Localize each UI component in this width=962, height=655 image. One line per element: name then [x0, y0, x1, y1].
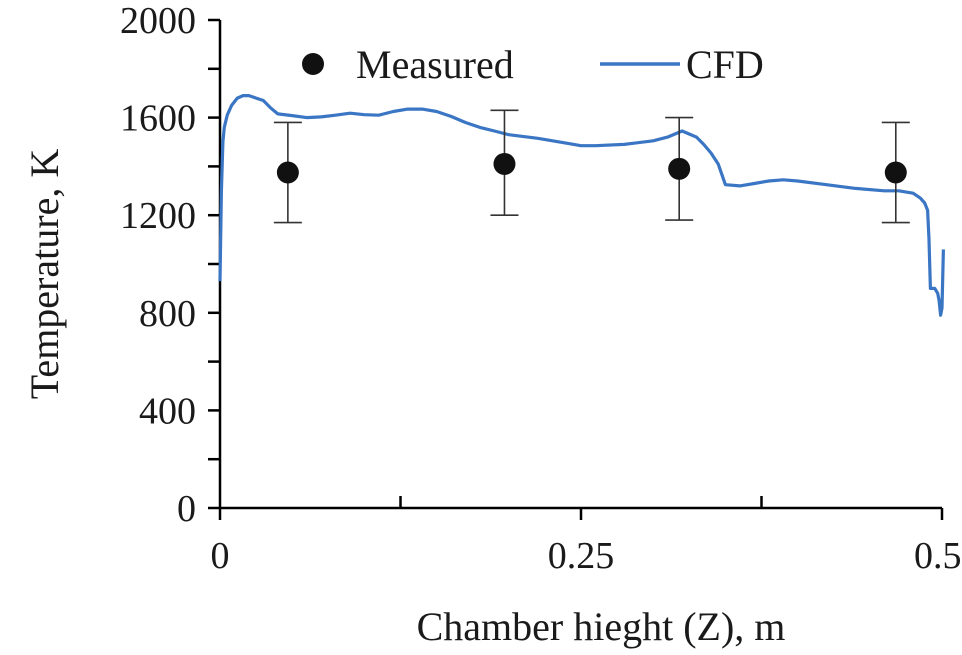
x-tick-label: 0 — [211, 535, 230, 577]
measured-point — [668, 157, 691, 180]
legend: Measured CFD — [302, 42, 764, 87]
y-tick-label: 800 — [139, 293, 196, 335]
x-tick-label: 0.25 — [548, 535, 615, 577]
measured-point — [493, 152, 516, 175]
measured-point — [276, 161, 299, 184]
x-axis-title: Chamber hieght (Z), m — [417, 604, 786, 649]
x-tick-label: 0.5 — [914, 535, 962, 577]
axes — [218, 20, 942, 510]
y-tick-label: 0 — [177, 488, 196, 530]
plot-area — [218, 94, 945, 317]
y-tick-label: 400 — [139, 390, 196, 432]
y-tick-label: 1200 — [120, 195, 196, 237]
measured-point — [884, 161, 907, 184]
tick-labels: 0 400 800 1200 1600 2000 0 0.25 0.5 — [120, 0, 962, 577]
y-tick-label: 2000 — [120, 0, 196, 42]
legend-measured-label: Measured — [356, 42, 514, 87]
y-axis-title: Temperature, K — [22, 149, 67, 400]
cfd-series-line — [218, 94, 945, 317]
legend-measured-marker — [302, 53, 324, 75]
ticks — [208, 18, 944, 520]
legend-cfd-label: CFD — [686, 42, 764, 87]
y-tick-label: 1600 — [120, 98, 196, 140]
